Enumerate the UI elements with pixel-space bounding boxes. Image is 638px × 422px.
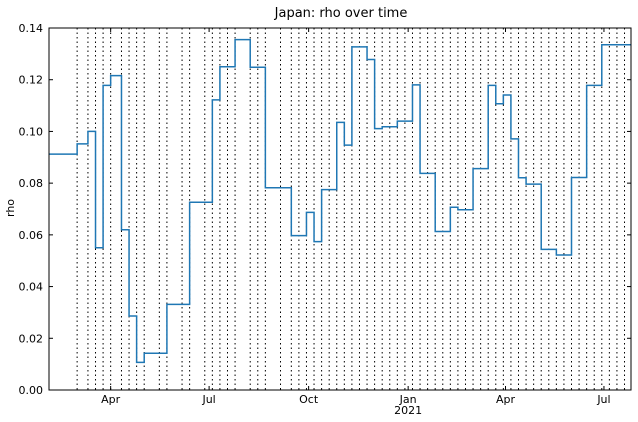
y-tick-label: 0.04 bbox=[19, 281, 44, 294]
x-tick-sublabel: 2021 bbox=[394, 404, 422, 417]
y-tick-label: 0.00 bbox=[19, 384, 44, 397]
x-tick-label: Jul bbox=[596, 393, 610, 406]
gridlines bbox=[76, 28, 626, 390]
x-tick-label: Jan bbox=[399, 393, 417, 406]
y-tick-label: 0.06 bbox=[19, 229, 44, 242]
y-tick-label: 0.08 bbox=[19, 177, 44, 190]
x-tick-label: Apr bbox=[496, 393, 516, 406]
y-tick-label: 0.12 bbox=[19, 74, 44, 87]
series-line bbox=[49, 38, 631, 364]
plot-area bbox=[49, 38, 631, 364]
y-tick-label: 0.02 bbox=[19, 332, 44, 345]
y-tick-label: 0.14 bbox=[19, 22, 44, 35]
y-axis: 0.00 0.02 0.04 0.06 0.08 0.10 0.12 0.14 bbox=[19, 22, 631, 397]
x-tick-label: Jul bbox=[201, 393, 215, 406]
plot-frame bbox=[48, 27, 632, 391]
chart-title: Japan: rho over time bbox=[274, 6, 408, 21]
x-tick-label: Oct bbox=[299, 393, 319, 406]
y-axis-label: rho bbox=[4, 199, 17, 217]
y-tick-label: 0.10 bbox=[19, 125, 44, 138]
x-tick-label: Apr bbox=[101, 393, 121, 406]
